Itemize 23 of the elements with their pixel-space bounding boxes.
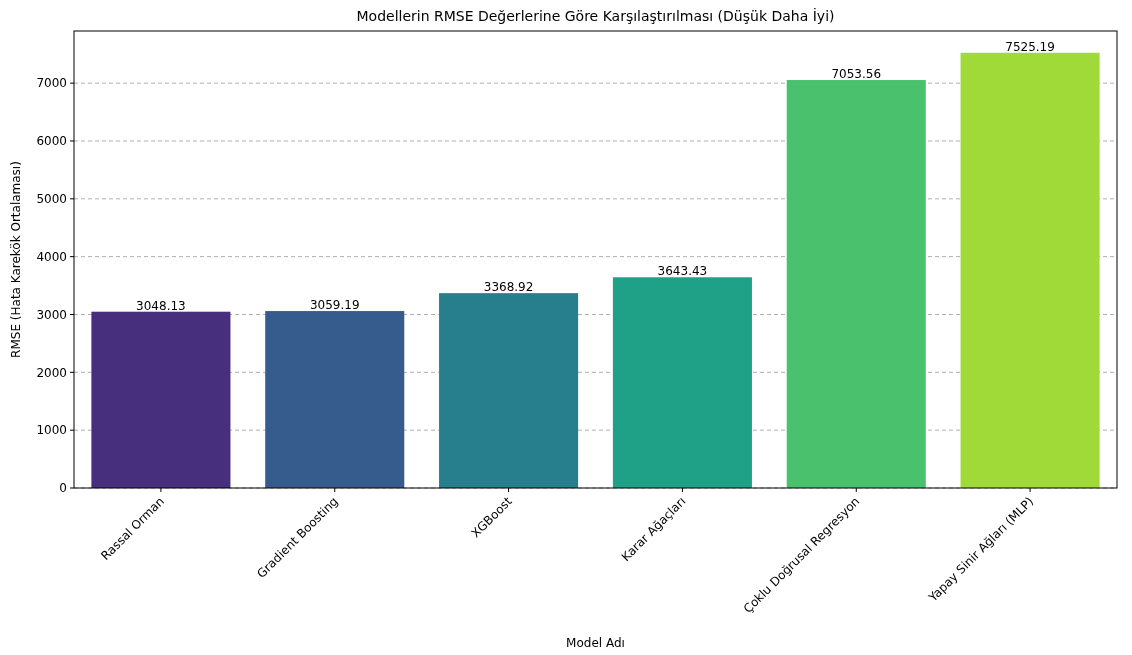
data-label: 3048.13: [136, 298, 186, 313]
y-tick-label: 7000: [36, 76, 67, 91]
y-tick-label: 1000: [36, 423, 67, 438]
y-tick-label: 5000: [36, 192, 67, 207]
y-tick-label: 2000: [36, 365, 67, 380]
chart-title: Modellerin RMSE Değerlerine Göre Karşılaştırılması (Düşük Daha İyi): [356, 7, 835, 24]
bar: [265, 311, 405, 488]
x-axis-title: Model Adı: [566, 636, 625, 650]
y-tick-label: 6000: [36, 134, 67, 149]
data-label: 3368.92: [483, 280, 534, 295]
data-label: 3059.19: [309, 298, 360, 313]
y-axis-title: RMSE (Hata Karekök Ortalaması): [9, 161, 23, 358]
data-label: 7525.19: [1005, 39, 1055, 54]
data-label: 7053.56: [831, 67, 882, 82]
bar: [91, 311, 231, 488]
data-label: 3643.43: [657, 264, 708, 279]
y-tick-label: 0: [59, 481, 67, 496]
bar: [786, 80, 926, 488]
bar: [612, 277, 752, 488]
y-tick-label: 4000: [36, 249, 67, 264]
bar: [960, 52, 1100, 488]
bar: [439, 293, 579, 488]
y-tick-label: 3000: [36, 307, 67, 322]
